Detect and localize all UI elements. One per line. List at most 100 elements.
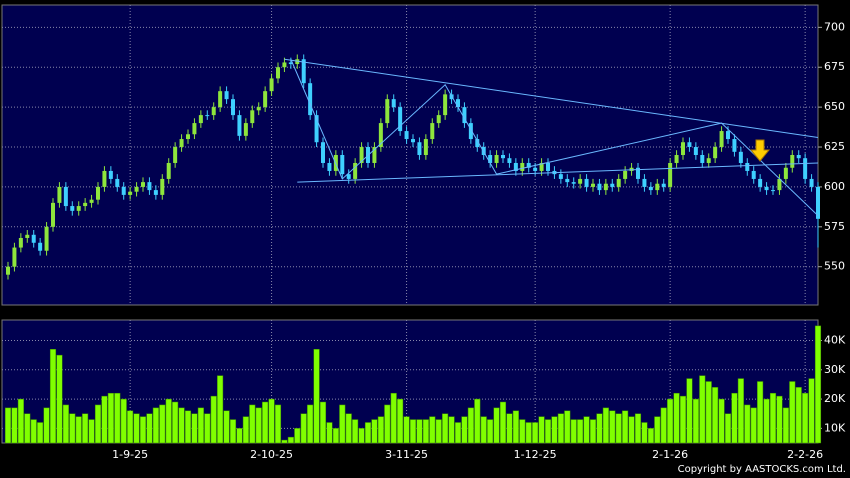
candle-body <box>571 182 576 184</box>
volume-bar <box>210 395 217 444</box>
volume-bar <box>107 392 114 444</box>
y-tick-label: 40K <box>824 334 846 347</box>
volume-bar <box>127 410 134 444</box>
candle-body <box>610 183 615 187</box>
candle-body <box>211 107 216 116</box>
candle-body <box>89 199 94 203</box>
candle-body <box>417 142 422 155</box>
volume-bar <box>358 428 365 444</box>
candle-body <box>475 139 480 148</box>
candle-body <box>359 147 364 163</box>
candle-body <box>288 62 293 65</box>
volume-bar <box>371 419 378 444</box>
volume-bar <box>712 387 719 444</box>
marks: 550 575 600 625 650 675 700 1-9-25 2-10-25 3-11-2… <box>2 5 846 461</box>
volume-bar <box>191 413 198 444</box>
volume-bar <box>82 413 89 444</box>
candle-body <box>790 155 795 168</box>
volume-bar <box>24 413 31 444</box>
candle-body <box>668 162 673 187</box>
volume-bar <box>133 413 140 444</box>
volume-bar <box>255 407 262 444</box>
candle-body <box>803 158 808 179</box>
y-tick-label: 625 <box>824 140 845 153</box>
signal-arrow <box>749 139 771 162</box>
candle-body <box>597 183 602 191</box>
candle-body <box>642 178 647 187</box>
volume-bar <box>403 416 410 444</box>
volume-bar <box>647 428 654 444</box>
candle-body <box>764 186 769 191</box>
volume-bar <box>274 404 282 444</box>
volume-bar <box>769 392 777 444</box>
volume-bar <box>249 404 256 444</box>
volume-bar <box>172 401 179 444</box>
candle-body <box>327 162 332 171</box>
candle-body <box>243 123 248 136</box>
volume-bar <box>474 398 481 444</box>
x-tick-label: 3-11-25 <box>385 448 428 461</box>
volume-bar <box>776 395 783 444</box>
volume-bar <box>564 410 571 444</box>
candle-body <box>263 91 268 108</box>
volume-bar <box>307 404 314 444</box>
volume-bar <box>795 387 802 444</box>
candle-body <box>398 107 403 132</box>
volume-bar <box>512 410 519 444</box>
candle-body <box>603 183 608 191</box>
volume-bar <box>377 416 384 444</box>
volume-bar <box>461 416 468 444</box>
candle-body <box>308 83 313 116</box>
volume-bar <box>262 401 269 444</box>
candle-body <box>153 190 158 195</box>
volume-bar <box>724 413 732 444</box>
candle-body <box>321 142 325 163</box>
candle-body <box>121 186 126 195</box>
volume-bar <box>339 404 346 444</box>
volume-bar <box>268 398 275 444</box>
volume-bar <box>364 422 372 444</box>
volume-bar <box>37 422 44 444</box>
volume-bar <box>313 349 320 444</box>
candle-body <box>501 155 505 159</box>
volume-bar <box>17 398 24 444</box>
volume-bar <box>654 416 661 444</box>
candle-body <box>693 147 698 155</box>
volume-bar <box>139 416 147 444</box>
candle-body <box>231 99 235 116</box>
y-tick-label: 550 <box>824 260 845 273</box>
volume-bar <box>570 419 577 444</box>
volume-bar <box>30 419 37 444</box>
volume-bar <box>667 398 674 444</box>
y-tick-label: 20K <box>824 392 846 405</box>
volume-bar <box>345 413 352 444</box>
candle-body <box>777 178 782 191</box>
candle-body <box>205 115 210 117</box>
candle-body <box>198 115 203 124</box>
volume-bar <box>699 375 706 444</box>
candle-body <box>411 139 415 143</box>
candle-body <box>102 170 107 187</box>
candle-body <box>173 147 178 163</box>
volume-bar <box>120 398 127 444</box>
candle-body <box>546 162 550 171</box>
candle-body <box>738 151 743 163</box>
volume-bar <box>660 407 667 444</box>
volume-bar <box>146 413 153 444</box>
y-tick-label: 30K <box>824 363 846 376</box>
candle-body <box>404 131 409 140</box>
candle-body <box>719 131 724 148</box>
volume-bar <box>750 407 757 444</box>
candle-body <box>661 183 666 187</box>
x-tick-label: 1-12-25 <box>514 448 557 461</box>
candle-body <box>314 115 319 143</box>
candle-body <box>256 107 261 111</box>
volume-bar <box>506 413 513 444</box>
candle-body <box>192 123 197 135</box>
volume-bar <box>422 419 429 444</box>
candle-body <box>250 110 255 124</box>
candle-body <box>70 206 75 211</box>
candle-body <box>687 142 692 148</box>
volume-bar <box>679 395 687 444</box>
candle-body <box>134 186 139 192</box>
